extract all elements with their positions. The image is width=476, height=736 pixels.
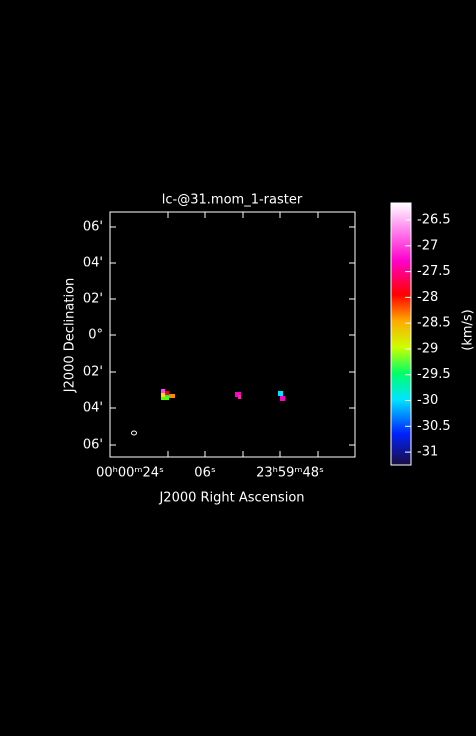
x-tick-label: 00ʰ00ᵐ24ˢ (96, 466, 164, 481)
colorbar-tick-label: -27.5 (417, 264, 451, 279)
title: lc-@31.mom_1-raster (162, 193, 303, 208)
colorbar-tick-label: -26.5 (417, 213, 451, 228)
colorbar-tick-label: -29.5 (417, 367, 451, 382)
colorbar-tick-label: -30 (417, 393, 438, 408)
y-tick-label: 0° (88, 328, 103, 343)
raster-pixels (131, 389, 285, 436)
y-tick-label: 06' (83, 220, 103, 235)
y-axis-label: J2000 Declination (63, 278, 78, 394)
y-tick-label: 04' (83, 256, 103, 271)
y-tick-label: 06' (83, 438, 103, 453)
colorbar-tick-label: -31 (417, 445, 438, 460)
colorbar-tick-label: -29 (417, 341, 438, 356)
colorbar (390, 202, 412, 466)
x-tick-label: 06ˢ (194, 466, 216, 481)
y-tick-label: 02' (83, 365, 103, 380)
y-tick-label: 04' (83, 401, 103, 416)
colorbar-tick-label: -30.5 (417, 419, 451, 434)
x-axis-label: J2000 Right Ascension (158, 491, 304, 506)
colorbar-tick-label: -27 (417, 238, 438, 253)
colorbar-unit: (km/s) (461, 309, 476, 351)
colorbar-tick-label: -28.5 (417, 316, 451, 331)
x-tick-label: 23ʰ59ᵐ48ˢ (256, 466, 324, 481)
plot-frame (109, 211, 356, 458)
y-tick-label: 02' (83, 292, 103, 307)
colorbar-tick-label: -28 (417, 290, 438, 305)
